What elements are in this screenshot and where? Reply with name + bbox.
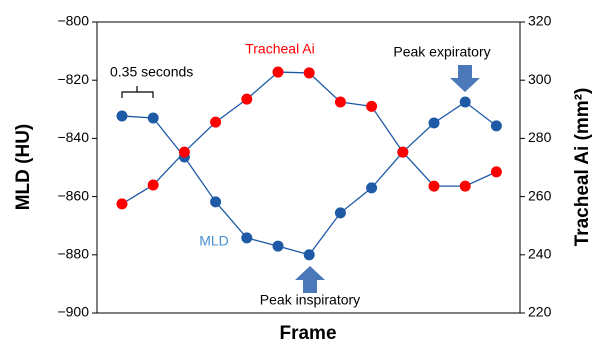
data-point <box>428 180 440 192</box>
data-point <box>241 93 253 105</box>
y-tick-label: −820 <box>57 71 89 87</box>
data-point <box>303 67 315 79</box>
data-point <box>428 117 440 129</box>
y-tick-label: −840 <box>57 129 89 145</box>
data-point <box>334 96 346 108</box>
y-tick-label: −800 <box>57 13 89 29</box>
y-tick-label: −900 <box>57 304 89 320</box>
data-point <box>459 96 471 108</box>
data-point <box>210 116 222 128</box>
data-point <box>366 182 378 194</box>
data-point <box>116 198 128 210</box>
data-point <box>116 110 128 122</box>
arrow <box>295 266 325 293</box>
y-tick-label: −880 <box>57 246 89 262</box>
y2-tick-label: 220 <box>528 304 552 320</box>
annotation: Tracheal Ai <box>245 41 315 57</box>
y-axis-title: MLD (HU) <box>13 124 34 211</box>
bracket <box>121 86 154 98</box>
x-axis-title: Frame <box>279 323 336 344</box>
data-point <box>490 166 502 178</box>
data-point <box>272 240 284 252</box>
data-point <box>334 207 346 219</box>
arrow <box>450 65 480 92</box>
data-point <box>272 66 284 78</box>
data-point <box>490 120 502 132</box>
y2-tick-label: 240 <box>528 246 552 262</box>
annotation: 0.35 seconds <box>110 64 193 80</box>
annotation: Peak inspiratory <box>260 292 360 308</box>
data-point <box>303 249 315 261</box>
annotation: Peak expiratory <box>393 44 490 60</box>
plot-frame <box>96 21 521 314</box>
data-point <box>459 180 471 192</box>
data-point <box>241 232 253 244</box>
y2-tick-label: 320 <box>528 13 552 29</box>
data-point <box>397 146 409 158</box>
data-point <box>178 146 190 158</box>
annotation: MLD <box>199 233 229 249</box>
series-line <box>121 101 497 256</box>
y2-tick-label: 300 <box>528 71 552 87</box>
y2-axis-title: Tracheal Ai (mm²) <box>572 88 593 247</box>
data-point <box>147 179 159 191</box>
series-line <box>121 71 497 205</box>
y2-tick-label: 280 <box>528 129 552 145</box>
data-point <box>366 100 378 112</box>
data-point <box>210 196 222 208</box>
y-tick-label: −860 <box>57 187 89 203</box>
y2-tick-label: 260 <box>528 187 552 203</box>
data-point <box>147 112 159 124</box>
